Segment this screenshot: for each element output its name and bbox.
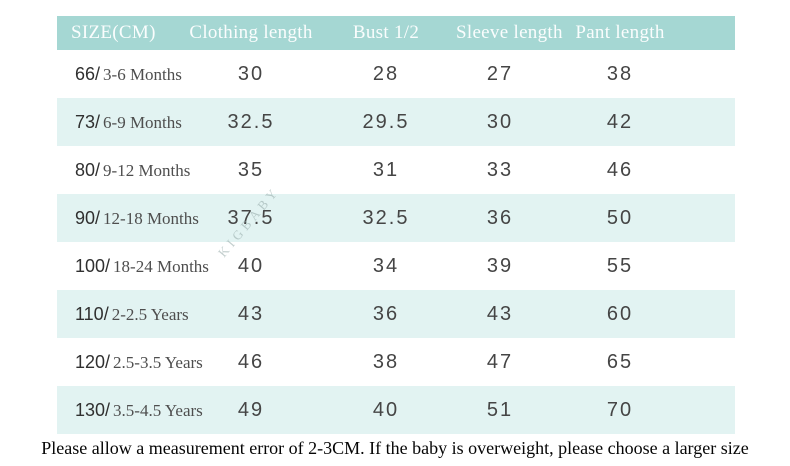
size-cell: 120/2.5-3.5 Years <box>57 351 203 373</box>
size-age-label: 3.5-4.5 Years <box>113 400 203 420</box>
pant-length-cell: 70 <box>606 398 634 421</box>
bust-half-cell: 32.5 <box>362 206 410 229</box>
bust-half-cell: 40 <box>372 398 400 421</box>
size-age-label: 9-12 Months <box>103 160 191 180</box>
table-row: 120/2.5-3.5 Years 46 38 47 65 <box>57 338 735 386</box>
column-header-size: SIZE(CM) <box>71 22 156 43</box>
clothing-length-cell: 35 <box>237 158 265 181</box>
sleeve-length-cell: 30 <box>486 110 514 133</box>
table-row: 66/3-6 Months 30 28 27 38 <box>57 50 735 98</box>
size-cell: 110/2-2.5 Years <box>57 303 189 325</box>
sleeve-length-cell: 43 <box>486 302 514 325</box>
bust-half-cell: 29.5 <box>362 110 410 133</box>
size-table-body: 66/3-6 Months 30 28 27 38 73/6-9 Months … <box>57 50 735 434</box>
table-row: 130/3.5-4.5 Years 49 40 51 70 <box>57 386 735 434</box>
size-number: 90/ <box>75 207 101 228</box>
size-chart-table: SIZE(CM) Clothing length Bust 1/2 Sleeve… <box>57 16 735 434</box>
sleeve-length-cell: 36 <box>486 206 514 229</box>
size-number: 100/ <box>75 255 111 276</box>
size-cell: 90/12-18 Months <box>57 207 199 229</box>
table-header-row: SIZE(CM) Clothing length Bust 1/2 Sleeve… <box>57 16 735 50</box>
bust-half-cell: 31 <box>372 158 400 181</box>
size-cell: 130/3.5-4.5 Years <box>57 399 203 421</box>
column-header-pant-length: Pant length <box>575 22 665 43</box>
pant-length-cell: 65 <box>606 350 634 373</box>
size-number: 110/ <box>75 303 109 324</box>
sleeve-length-cell: 47 <box>486 350 514 373</box>
size-age-label: 2.5-3.5 Years <box>113 352 203 372</box>
sleeve-length-cell: 51 <box>486 398 514 421</box>
size-cell: 73/6-9 Months <box>57 112 186 133</box>
pant-length-cell: 42 <box>606 110 634 133</box>
sleeve-length-cell: 33 <box>486 158 514 181</box>
pant-length-cell: 46 <box>606 158 634 181</box>
table-row: 110/2-2.5 Years 43 36 43 60 <box>57 290 735 338</box>
column-header-bust: Bust 1/2 <box>352 22 420 43</box>
size-cell: 66/3-6 Months <box>57 64 186 85</box>
size-number: 66/ <box>75 63 101 84</box>
clothing-length-cell: 30 <box>237 62 265 85</box>
clothing-length-cell: 43 <box>237 302 265 325</box>
clothing-length-cell: 32.5 <box>227 110 275 133</box>
bust-half-cell: 36 <box>372 302 400 325</box>
sleeve-length-cell: 27 <box>486 62 514 85</box>
column-header-clothing-length: Clothing length <box>189 22 313 43</box>
clothing-length-cell: 49 <box>237 398 265 421</box>
pant-length-cell: 55 <box>606 254 634 277</box>
bust-half-cell: 38 <box>372 350 400 373</box>
bust-half-cell: 34 <box>372 254 400 277</box>
table-row: 90/12-18 Months 37.5 32.5 36 50 <box>57 194 735 242</box>
footer-note: Please allow a measurement error of 2-3C… <box>41 438 749 458</box>
column-header-sleeve-length: Sleeve length <box>456 22 563 43</box>
table-row: 80/9-12 Months 35 31 33 46 <box>57 146 735 194</box>
size-age-label: 12-18 Months <box>103 208 199 228</box>
clothing-length-cell: 40 <box>237 254 265 277</box>
pant-length-cell: 38 <box>606 62 634 85</box>
size-number: 80/ <box>75 159 101 180</box>
size-number: 120/ <box>75 351 111 372</box>
bust-half-cell: 28 <box>372 62 400 85</box>
size-age-label: 18-24 Months <box>113 256 209 276</box>
size-number: 73/ <box>75 111 101 132</box>
size-age-label: 2-2.5 Years <box>111 304 189 324</box>
table-row: 100/18-24 Months 40 34 39 55 <box>57 242 735 290</box>
pant-length-cell: 50 <box>606 206 634 229</box>
clothing-length-cell: 46 <box>237 350 265 373</box>
size-cell: 80/9-12 Months <box>57 159 190 181</box>
size-cell: 100/18-24 Months <box>57 255 209 277</box>
pant-length-cell: 60 <box>606 302 634 325</box>
table-row: 73/6-9 Months 32.5 29.5 30 42 <box>57 98 735 146</box>
size-age-label: 6-9 Months <box>103 112 182 132</box>
sleeve-length-cell: 39 <box>486 254 514 277</box>
size-age-label: 3-6 Months <box>103 64 182 84</box>
clothing-length-cell: 37.5 <box>227 206 275 229</box>
size-number: 130/ <box>75 399 111 420</box>
